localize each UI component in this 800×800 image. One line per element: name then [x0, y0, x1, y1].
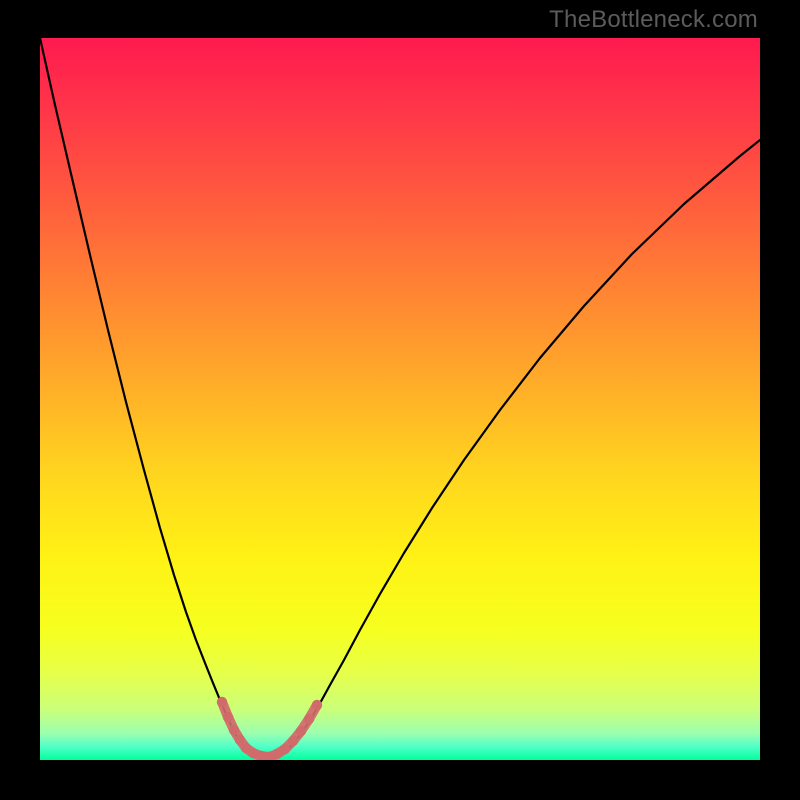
- dotted-overlay-bead: [312, 700, 322, 710]
- dotted-overlay-bead: [304, 714, 314, 724]
- dotted-overlay-bead: [217, 697, 227, 707]
- dotted-overlay-group: [217, 697, 322, 760]
- dotted-overlay-bead: [223, 712, 233, 722]
- stage: TheBottleneck.com: [0, 0, 800, 800]
- dotted-overlay-bead: [296, 726, 306, 736]
- bottleneck-curve: [40, 38, 760, 758]
- plot-area: [40, 38, 760, 760]
- curve-layer: [40, 38, 760, 760]
- dotted-overlay-bead: [280, 744, 290, 754]
- watermark-text: TheBottleneck.com: [549, 6, 758, 34]
- dotted-overlay-bead: [288, 736, 298, 746]
- dotted-overlay-bead: [229, 725, 239, 735]
